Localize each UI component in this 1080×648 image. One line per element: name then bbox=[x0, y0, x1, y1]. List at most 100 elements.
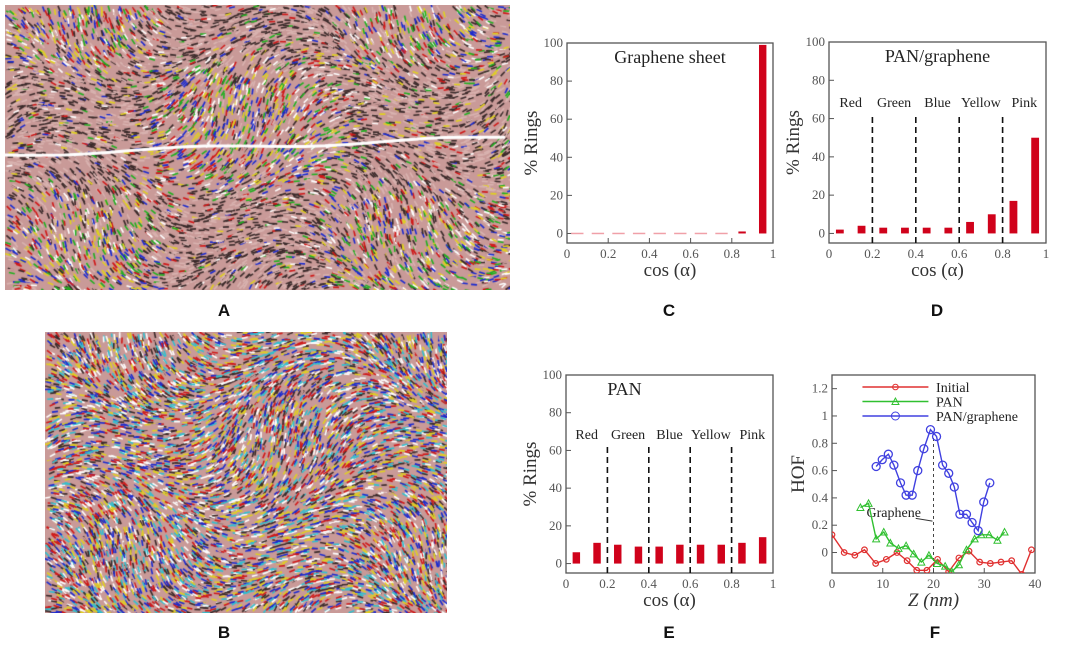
bar bbox=[758, 537, 767, 564]
annotation-arrow bbox=[915, 517, 933, 522]
x-tick-label: 0 bbox=[564, 246, 571, 261]
data-point bbox=[940, 561, 950, 570]
data-point bbox=[901, 541, 911, 550]
y-tick-label: 0 bbox=[819, 225, 826, 240]
data-point bbox=[962, 545, 971, 554]
x-tick-label: 0.4 bbox=[641, 576, 658, 591]
data-point bbox=[923, 566, 931, 573]
panel-label-d: D bbox=[931, 301, 943, 320]
data-point bbox=[932, 558, 942, 567]
chart-title: PAN bbox=[607, 379, 641, 399]
y-tick-label: 0.2 bbox=[812, 517, 828, 532]
x-tick-label: 10 bbox=[876, 576, 889, 591]
y-tick-label: 40 bbox=[549, 480, 562, 495]
graphene-annotation: Graphene bbox=[867, 506, 921, 521]
x-axis-title: Z (nm) bbox=[908, 590, 959, 611]
x-tick-label: 0.4 bbox=[641, 246, 658, 261]
data-point bbox=[1008, 557, 1016, 565]
series-pan-graphene bbox=[871, 424, 995, 536]
y-tick-label: 0.8 bbox=[812, 435, 828, 450]
panel-label-b: B bbox=[218, 623, 230, 642]
data-point bbox=[949, 482, 959, 492]
data-point bbox=[886, 538, 895, 547]
data-point bbox=[871, 461, 881, 472]
data-point bbox=[993, 535, 1002, 544]
legend-marker bbox=[892, 383, 899, 391]
legend-entry: Initial bbox=[862, 381, 970, 396]
x-tick-label: 0.6 bbox=[951, 246, 968, 261]
y-tick-label: 20 bbox=[550, 187, 563, 202]
data-point bbox=[986, 560, 994, 567]
y-tick-label: 0.6 bbox=[812, 463, 829, 478]
series-line bbox=[832, 534, 1033, 573]
band-label-yellow: Yellow bbox=[961, 96, 1002, 111]
data-point bbox=[851, 551, 859, 559]
data-point bbox=[955, 509, 965, 519]
y-tick-label: 0 bbox=[557, 225, 564, 240]
y-axis-title: % Rings bbox=[783, 110, 804, 175]
bar bbox=[944, 227, 953, 234]
bar bbox=[614, 544, 622, 564]
data-point bbox=[979, 497, 989, 507]
x-tick-label: 40 bbox=[1029, 576, 1042, 591]
y-tick-label: 80 bbox=[812, 72, 825, 87]
y-tick-label: 100 bbox=[543, 367, 563, 382]
data-point bbox=[877, 455, 887, 465]
x-tick-label: 0 bbox=[829, 576, 836, 591]
data-point bbox=[967, 517, 977, 528]
plot-frame bbox=[566, 42, 774, 244]
y-tick-label: 40 bbox=[812, 149, 825, 164]
bar bbox=[922, 227, 931, 234]
data-point bbox=[871, 534, 881, 543]
x-axis-title: cos (α) bbox=[911, 260, 964, 281]
data-point bbox=[893, 549, 901, 556]
x-tick-label: 0.2 bbox=[600, 246, 616, 261]
y-axis-title: % Rings bbox=[521, 111, 542, 176]
bar bbox=[717, 544, 725, 564]
band-label-yellow: Yellow bbox=[691, 428, 732, 443]
data-point bbox=[985, 478, 995, 488]
data-point bbox=[894, 543, 903, 552]
bar bbox=[901, 227, 909, 234]
data-point bbox=[840, 549, 848, 556]
y-axis-title: HOF bbox=[788, 455, 809, 493]
data-point bbox=[937, 460, 948, 470]
y-tick-label: 100 bbox=[806, 34, 826, 49]
plot-frame bbox=[565, 374, 774, 574]
band-label-blue: Blue bbox=[656, 428, 682, 443]
panel-label-c: C bbox=[663, 301, 675, 320]
x-tick-label: 30 bbox=[978, 576, 991, 591]
chart-c: 0 0.2 0.4 0.6 0.8 1 0 20 40 60 80 100 cos (α) % Rings… bbox=[521, 35, 776, 281]
bar bbox=[738, 542, 746, 564]
data-point bbox=[913, 465, 923, 476]
data-point bbox=[883, 449, 893, 459]
data-point bbox=[895, 478, 906, 488]
x-tick-label: 0.4 bbox=[908, 246, 925, 261]
band-label-green: Green bbox=[877, 96, 911, 111]
plot-frame bbox=[828, 41, 1047, 244]
x-tick-label: 0.8 bbox=[723, 576, 739, 591]
bar bbox=[676, 544, 684, 564]
legend-marker bbox=[891, 396, 900, 405]
data-point bbox=[976, 558, 984, 566]
band-label-red: Red bbox=[839, 96, 862, 111]
data-point bbox=[925, 424, 936, 435]
legend-label: PAN bbox=[936, 396, 963, 411]
data-point bbox=[931, 431, 942, 442]
data-point bbox=[872, 560, 880, 567]
band-label-green: Green bbox=[611, 428, 645, 443]
x-tick-label: 1 bbox=[770, 246, 777, 261]
band-label-blue: Blue bbox=[924, 96, 950, 111]
y-tick-label: 20 bbox=[549, 518, 562, 533]
data-point bbox=[924, 550, 934, 559]
y-tick-label: 100 bbox=[544, 35, 564, 50]
x-tick-label: 0.8 bbox=[994, 246, 1010, 261]
panel-label-a: A bbox=[218, 301, 230, 320]
x-tick-label: 0.8 bbox=[724, 246, 740, 261]
data-point bbox=[861, 546, 868, 554]
x-tick-label: 0.2 bbox=[599, 576, 615, 591]
chart-title: PAN/graphene bbox=[885, 46, 990, 66]
bar bbox=[987, 214, 996, 234]
data-point bbox=[903, 557, 911, 565]
